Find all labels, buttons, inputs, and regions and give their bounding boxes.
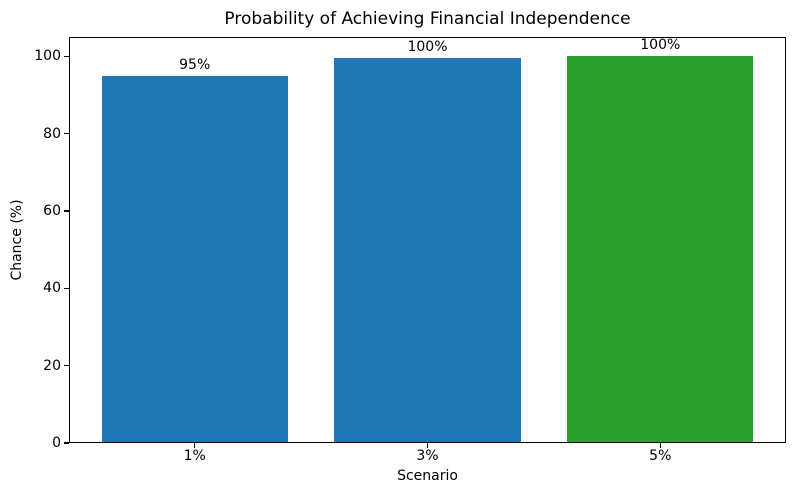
x-tick-label: 5% (649, 448, 672, 464)
chart-title: Probability of Achieving Financial Indep… (224, 9, 631, 29)
bar-value-label: 100% (407, 39, 448, 56)
bar (334, 58, 521, 443)
y-tick-label: 0 (52, 435, 61, 451)
x-tick-label: 3% (416, 448, 439, 464)
y-tick-label: 40 (43, 280, 61, 297)
x-tick-mark (194, 443, 196, 448)
x-axis-label: Scenario (397, 468, 458, 484)
bar (101, 75, 288, 443)
x-tick-mark (659, 443, 661, 448)
bar-value-label: 100% (640, 37, 681, 54)
y-tick-mark (64, 287, 69, 289)
y-tick-mark (64, 442, 69, 444)
x-tick-label: 1% (183, 448, 206, 464)
bar-value-label: 95% (179, 56, 211, 73)
y-tick-mark (64, 365, 69, 367)
y-tick-label: 60 (43, 203, 61, 219)
y-axis-label: Chance (%) (9, 199, 25, 281)
y-tick-mark (64, 210, 69, 212)
y-tick-mark (64, 55, 69, 57)
bar (567, 56, 754, 443)
y-tick-label: 100 (34, 48, 61, 65)
x-tick-mark (426, 443, 429, 448)
y-tick-label: 80 (43, 125, 61, 142)
y-tick-label: 20 (43, 357, 61, 374)
y-tick-mark (64, 133, 69, 135)
